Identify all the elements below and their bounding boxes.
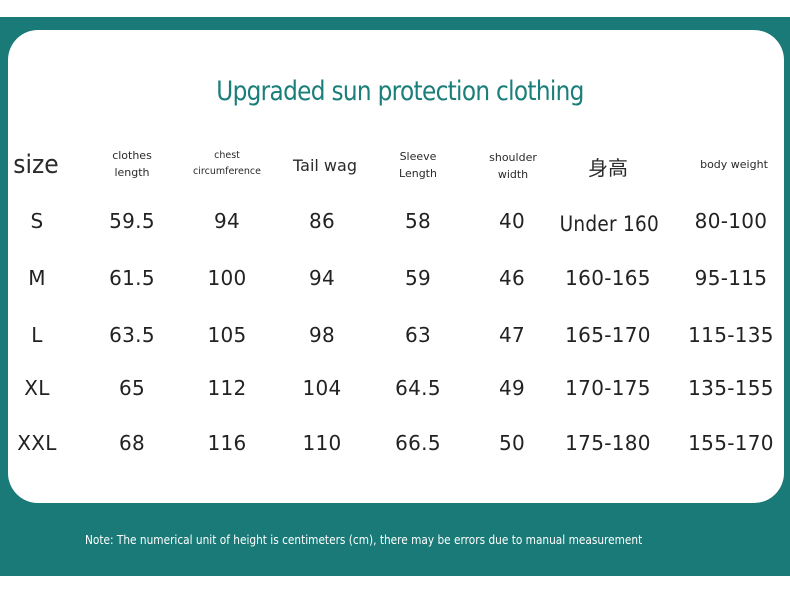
header-shoulder-line1: shoulder (489, 151, 537, 164)
cell-weight: 115-135 (688, 323, 774, 347)
cell-tail-wag: 104 (302, 376, 342, 400)
cell-shoulder: 49 (498, 376, 526, 400)
cell-tail-wag: 98 (308, 323, 336, 347)
cell-chest: 112 (207, 376, 247, 400)
page-title: Upgraded sun protection clothing (216, 76, 584, 107)
header-size: size (13, 150, 59, 180)
cell-chest: 116 (207, 431, 247, 455)
cell-tail-wag: 94 (308, 266, 336, 290)
header-height: 身高 (588, 156, 628, 180)
header-clothes-length-line1: clothes (112, 149, 152, 162)
cell-height: 160-165 (565, 266, 651, 290)
cell-size: S (30, 209, 44, 233)
cell-chest: 105 (207, 323, 247, 347)
header-sleeve-length: Sleeve Length (378, 148, 458, 182)
cell-clothes-length: 65 (118, 376, 146, 400)
cell-chest: 100 (207, 266, 247, 290)
cell-chest: 94 (213, 209, 241, 233)
header-tail-wag: Tail wag (293, 156, 357, 175)
cell-sleeve: 59 (404, 266, 432, 290)
header-body-weight: body weight (700, 158, 768, 171)
cell-tail-wag: 86 (308, 209, 336, 233)
measurement-note: Note: The numerical unit of height is ce… (85, 533, 643, 547)
cell-shoulder: 46 (498, 266, 526, 290)
cell-height: 170-175 (565, 376, 651, 400)
cell-sleeve: 64.5 (395, 376, 441, 400)
header-chest-line1: chest (214, 150, 240, 161)
cell-size: L (31, 323, 43, 347)
header-clothes-length: clothes length (92, 147, 172, 181)
cell-weight: 80-100 (694, 209, 768, 233)
cell-sleeve: 66.5 (395, 431, 441, 455)
cell-weight: 155-170 (688, 431, 774, 455)
cell-weight: 135-155 (688, 376, 774, 400)
cell-size: XXL (17, 431, 57, 455)
size-chart-card (8, 30, 784, 503)
cell-shoulder: 47 (498, 323, 526, 347)
cell-size: XL (24, 376, 50, 400)
header-shoulder-width: shoulder width (472, 149, 554, 183)
cell-sleeve: 58 (404, 209, 432, 233)
header-chest-circumference: chest circumference (182, 148, 272, 180)
cell-clothes-length: 68 (118, 431, 146, 455)
header-sleeve-line2: Length (399, 167, 437, 180)
cell-height: 175-180 (565, 431, 651, 455)
header-chest-line2: circumference (193, 166, 261, 177)
cell-size: M (28, 266, 46, 290)
cell-shoulder: 40 (498, 209, 526, 233)
cell-tail-wag: 110 (302, 431, 342, 455)
cell-height: 165-170 (565, 323, 651, 347)
cell-shoulder: 50 (498, 431, 526, 455)
cell-sleeve: 63 (404, 323, 432, 347)
cell-clothes-length: 59.5 (109, 209, 155, 233)
cell-clothes-length: 61.5 (109, 266, 155, 290)
header-shoulder-line2: width (497, 168, 529, 181)
cell-height: Under 160 (559, 212, 660, 236)
header-sleeve-line1: Sleeve (399, 150, 437, 163)
header-clothes-length-line2: length (114, 166, 150, 179)
cell-weight: 95-115 (694, 266, 768, 290)
cell-clothes-length: 63.5 (109, 323, 155, 347)
